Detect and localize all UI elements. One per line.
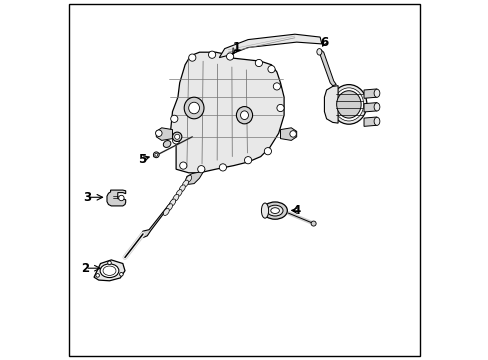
Polygon shape	[156, 128, 172, 140]
Polygon shape	[324, 86, 337, 123]
Ellipse shape	[170, 115, 178, 122]
Ellipse shape	[310, 221, 316, 226]
Ellipse shape	[255, 59, 262, 67]
Ellipse shape	[107, 261, 111, 265]
Ellipse shape	[163, 208, 169, 216]
Ellipse shape	[226, 53, 233, 60]
Ellipse shape	[100, 264, 119, 278]
Text: 2: 2	[81, 262, 89, 275]
Ellipse shape	[120, 273, 123, 276]
Polygon shape	[107, 190, 125, 206]
Polygon shape	[363, 89, 376, 98]
Ellipse shape	[270, 208, 279, 213]
Ellipse shape	[184, 97, 203, 119]
Ellipse shape	[172, 137, 179, 144]
Ellipse shape	[172, 132, 182, 141]
Ellipse shape	[219, 164, 226, 171]
Polygon shape	[363, 117, 376, 126]
Ellipse shape	[276, 104, 284, 112]
Ellipse shape	[208, 51, 215, 58]
Ellipse shape	[188, 102, 199, 114]
Ellipse shape	[153, 152, 159, 158]
Ellipse shape	[155, 130, 162, 136]
Ellipse shape	[188, 54, 196, 61]
Ellipse shape	[336, 91, 361, 118]
Ellipse shape	[166, 204, 172, 211]
Polygon shape	[219, 34, 321, 58]
Ellipse shape	[185, 175, 191, 183]
Ellipse shape	[197, 166, 204, 173]
Ellipse shape	[289, 131, 296, 137]
Ellipse shape	[176, 190, 182, 197]
Ellipse shape	[263, 202, 287, 219]
Polygon shape	[140, 174, 194, 238]
Ellipse shape	[261, 203, 268, 218]
Ellipse shape	[267, 66, 275, 73]
Ellipse shape	[264, 148, 271, 155]
Polygon shape	[280, 128, 296, 140]
Ellipse shape	[236, 107, 252, 124]
Ellipse shape	[373, 117, 379, 125]
Ellipse shape	[240, 111, 248, 120]
Text: 4: 4	[292, 204, 300, 217]
Text: 5: 5	[138, 153, 146, 166]
Ellipse shape	[179, 162, 186, 169]
Ellipse shape	[316, 49, 321, 55]
Ellipse shape	[174, 134, 179, 139]
Ellipse shape	[373, 103, 379, 111]
Ellipse shape	[96, 274, 99, 277]
Ellipse shape	[163, 140, 170, 148]
Ellipse shape	[244, 157, 251, 164]
Ellipse shape	[169, 199, 175, 206]
Ellipse shape	[373, 89, 379, 97]
Polygon shape	[363, 103, 376, 112]
Ellipse shape	[173, 194, 179, 201]
Polygon shape	[170, 52, 284, 173]
Text: 6: 6	[320, 36, 328, 49]
Ellipse shape	[273, 83, 280, 90]
Ellipse shape	[119, 195, 124, 201]
Ellipse shape	[155, 153, 158, 156]
Text: 1: 1	[232, 41, 240, 54]
Ellipse shape	[179, 185, 185, 192]
Ellipse shape	[103, 266, 116, 275]
Polygon shape	[94, 260, 125, 281]
Polygon shape	[318, 50, 336, 86]
Ellipse shape	[182, 180, 188, 187]
Polygon shape	[185, 169, 204, 184]
Text: 3: 3	[83, 191, 91, 204]
Ellipse shape	[330, 85, 366, 124]
Ellipse shape	[266, 205, 283, 216]
Ellipse shape	[333, 88, 363, 121]
